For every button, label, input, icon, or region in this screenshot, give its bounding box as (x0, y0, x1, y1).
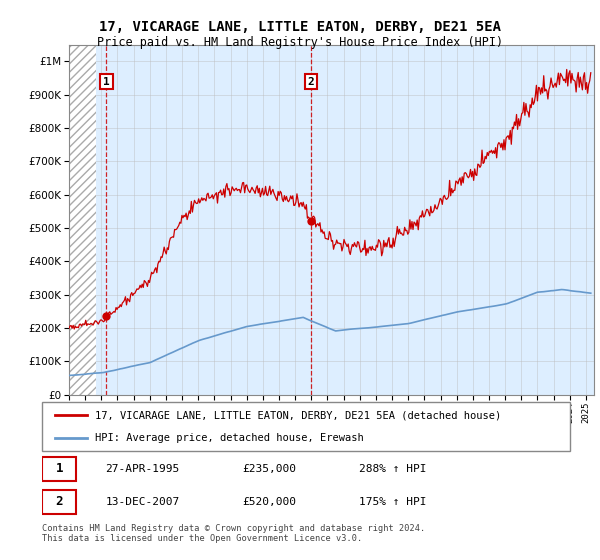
Text: 1: 1 (103, 77, 110, 87)
Text: £520,000: £520,000 (242, 497, 296, 507)
FancyBboxPatch shape (42, 456, 76, 480)
FancyBboxPatch shape (42, 489, 76, 514)
Text: 17, VICARAGE LANE, LITTLE EATON, DERBY, DE21 5EA: 17, VICARAGE LANE, LITTLE EATON, DERBY, … (99, 20, 501, 34)
Text: 288% ↑ HPI: 288% ↑ HPI (359, 464, 426, 474)
Bar (69, 45, 96, 395)
Text: £235,000: £235,000 (242, 464, 296, 474)
Text: 1: 1 (55, 462, 63, 475)
Text: 2: 2 (307, 77, 314, 87)
Text: 175% ↑ HPI: 175% ↑ HPI (359, 497, 426, 507)
Text: Contains HM Land Registry data © Crown copyright and database right 2024.
This d: Contains HM Land Registry data © Crown c… (42, 524, 425, 543)
Text: 2: 2 (55, 495, 63, 508)
FancyBboxPatch shape (42, 402, 570, 451)
Text: 17, VICARAGE LANE, LITTLE EATON, DERBY, DE21 5EA (detached house): 17, VICARAGE LANE, LITTLE EATON, DERBY, … (95, 410, 501, 421)
Text: HPI: Average price, detached house, Erewash: HPI: Average price, detached house, Erew… (95, 433, 364, 444)
Text: Price paid vs. HM Land Registry's House Price Index (HPI): Price paid vs. HM Land Registry's House … (97, 36, 503, 49)
Text: 13-DEC-2007: 13-DEC-2007 (106, 497, 179, 507)
Text: 27-APR-1995: 27-APR-1995 (106, 464, 179, 474)
